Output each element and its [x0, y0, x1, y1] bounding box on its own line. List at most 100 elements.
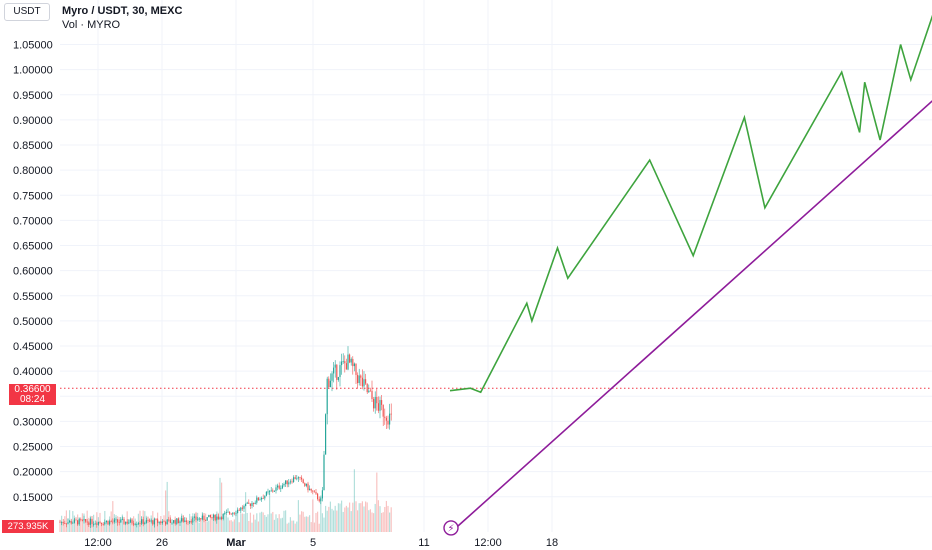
- candle-body: [248, 502, 250, 504]
- candle-body: [219, 517, 221, 519]
- candle-body: [254, 502, 256, 504]
- symbol-title[interactable]: Myro / USDT, 30, MEXC: [62, 5, 183, 17]
- candle-body: [117, 519, 119, 523]
- trendline-anchor-icon[interactable]: ⚡: [443, 520, 459, 536]
- volume-bar: [355, 501, 357, 532]
- volume-bar: [256, 513, 258, 532]
- candle-body: [373, 398, 375, 409]
- candle-body: [197, 519, 199, 521]
- candle-body: [381, 400, 383, 405]
- volume-bar: [385, 500, 387, 532]
- volume-bar: [288, 522, 290, 532]
- candle-body: [209, 514, 211, 518]
- time-axis-label: 18: [546, 537, 558, 549]
- candle-body: [133, 523, 135, 525]
- volume-bar: [240, 514, 242, 532]
- candle-body: [101, 522, 103, 524]
- volume-bar: [317, 511, 319, 532]
- candle-body: [309, 488, 311, 491]
- volume-bar: [302, 511, 304, 532]
- volume-bar: [368, 510, 370, 532]
- volume-bar: [243, 513, 245, 532]
- volume-bar: [280, 518, 282, 532]
- candle-body: [329, 380, 331, 388]
- volume-bar: [149, 518, 151, 532]
- volume-bar: [374, 503, 376, 532]
- volume-bar: [257, 521, 259, 532]
- candle-body: [161, 521, 163, 524]
- volume-bar: [203, 518, 205, 532]
- candle-body: [278, 485, 280, 489]
- candle-body: [70, 520, 72, 524]
- volume-bar: [278, 514, 280, 532]
- candle-body: [353, 363, 355, 367]
- candle-body: [235, 512, 237, 514]
- candle-body: [217, 516, 219, 519]
- volume-bar: [176, 522, 178, 532]
- candle-body: [310, 488, 312, 491]
- candle-body: [283, 484, 285, 486]
- candle-body: [153, 519, 155, 525]
- candle-body: [269, 491, 271, 492]
- volume-bar: [381, 512, 383, 532]
- candle-body: [129, 519, 131, 523]
- volume-bar: [291, 520, 293, 532]
- volume-bar: [293, 520, 295, 532]
- candle-body: [315, 492, 317, 494]
- candle-body: [169, 519, 171, 523]
- volume-bar: [360, 503, 362, 532]
- time-axis-label: 12:00: [84, 537, 112, 549]
- volume-bar: [213, 514, 215, 532]
- candle-body: [288, 482, 290, 485]
- candle-body: [350, 358, 352, 363]
- volume-bar: [219, 477, 221, 532]
- volume-bar: [129, 521, 131, 532]
- candle-body: [347, 354, 349, 370]
- candle-body: [267, 491, 269, 493]
- volume-bar: [59, 520, 61, 532]
- candle-body: [112, 521, 114, 523]
- volume-bar: [193, 520, 195, 532]
- candle-body: [105, 521, 107, 523]
- price-axis-label: 0.25000: [13, 442, 53, 454]
- volume-bar: [369, 509, 371, 532]
- volume-bar: [325, 505, 327, 532]
- volume-bar: [224, 512, 226, 532]
- volume-bar: [237, 511, 239, 532]
- price-axis-label: 0.80000: [13, 165, 53, 177]
- currency-scale-button[interactable]: USDT: [4, 3, 50, 21]
- candle-body: [184, 520, 186, 522]
- candle-body: [325, 414, 327, 455]
- candle-body: [222, 513, 224, 520]
- volume-bar: [173, 522, 175, 532]
- candle-body: [80, 519, 82, 520]
- volume-bar: [217, 512, 219, 532]
- price-axis-label: 0.30000: [13, 416, 53, 428]
- candle-body: [165, 521, 167, 525]
- candle-body: [387, 420, 389, 425]
- volume-bar: [361, 501, 363, 532]
- candle-body: [208, 514, 210, 518]
- volume-bar: [163, 515, 165, 532]
- volume-bar: [144, 511, 146, 532]
- volume-bar: [248, 521, 250, 532]
- volume-bar: [198, 522, 200, 532]
- volume-bar: [358, 503, 360, 532]
- volume-bar: [377, 500, 379, 532]
- candle-body: [265, 491, 267, 496]
- candle-body: [120, 519, 122, 523]
- volume-bar: [147, 519, 149, 532]
- candle-body: [77, 520, 79, 525]
- price-axis-label: 0.75000: [13, 190, 53, 202]
- volume-bar: [309, 515, 311, 532]
- candle-body: [333, 367, 335, 374]
- candle-body: [365, 379, 367, 384]
- candle-body: [205, 519, 207, 521]
- candle-body: [69, 520, 71, 523]
- volume-bar: [177, 519, 179, 532]
- candle-body: [321, 490, 323, 499]
- candle-body: [237, 509, 239, 513]
- volume-bar: [352, 502, 354, 532]
- candle-body: [128, 522, 130, 524]
